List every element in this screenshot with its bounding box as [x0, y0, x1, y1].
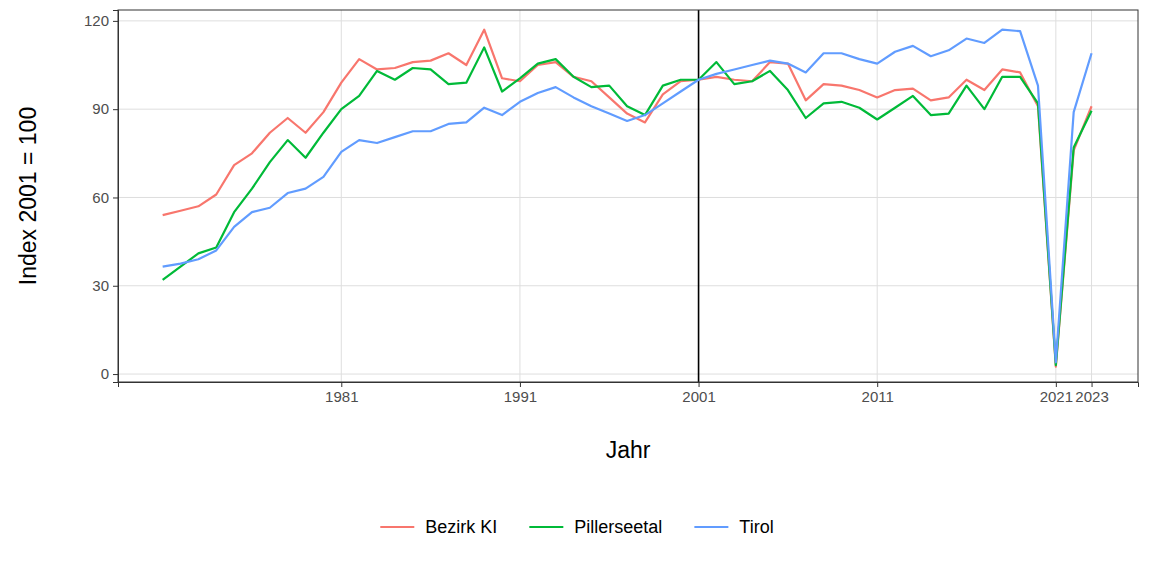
x-axis: 1981 1991 2001 2011 20212023: [119, 382, 1139, 405]
x-axis-title: Jahr: [606, 437, 651, 463]
tick-label: 2011: [862, 388, 894, 405]
legend: Bezirk KI Pillerseetal Tirol: [380, 517, 773, 537]
y-axis-title: Index 2001 = 100: [15, 107, 41, 285]
tick-label: 2001: [682, 388, 715, 405]
tick-mark: [699, 382, 700, 387]
tick-label: 120: [84, 12, 109, 29]
tick-mark: [113, 374, 118, 375]
tick-label: 60: [92, 189, 109, 206]
tick: 2021: [1040, 382, 1073, 405]
tick-label: 2023: [1075, 388, 1108, 405]
tick: 2011: [862, 382, 894, 405]
plot-frame: [118, 10, 1138, 382]
axis-line: [119, 383, 1139, 388]
tick-label: 0: [101, 365, 109, 382]
tick-label: 90: [92, 100, 109, 117]
legend-key: [694, 526, 728, 528]
grid-line: [118, 20, 1138, 21]
tick: 120: [84, 12, 118, 29]
legend-item: Bezirk KI: [380, 517, 497, 537]
tick: 2001: [682, 382, 715, 405]
tick: 1991: [504, 382, 537, 405]
reference-line: [698, 10, 700, 382]
grid-line: [1091, 10, 1092, 382]
tick-label: 1981: [325, 388, 358, 405]
legend-label: Tirol: [739, 517, 773, 537]
grid-line: [519, 10, 520, 382]
legend-label: Pillerseetal: [574, 517, 662, 537]
grid: [118, 10, 1138, 382]
tick-mark: [341, 382, 342, 387]
grid-line: [1055, 10, 1056, 382]
tick-mark: [113, 286, 118, 287]
series-line: [163, 47, 1092, 365]
tick: 30: [92, 277, 118, 294]
chart: 1981 1991 2001 2011 20212023 0 30 60 90 120 Jahr In…: [0, 0, 1152, 576]
tick: 60: [92, 189, 118, 206]
grid-line: [118, 374, 1138, 375]
tick-mark: [1092, 382, 1093, 387]
tick: 90: [92, 100, 118, 117]
legend-key: [529, 526, 563, 528]
tick-mark: [113, 197, 118, 198]
tick-mark: [520, 382, 521, 387]
axis-line: [113, 11, 119, 383]
tick: 1981: [325, 382, 358, 405]
data-lines: [163, 10, 1092, 382]
legend-key: [380, 526, 414, 528]
grid-line: [118, 197, 1138, 198]
tick-mark: [113, 109, 118, 110]
grid-line: [698, 10, 699, 382]
grid-line: [877, 10, 878, 382]
legend-item: Tirol: [694, 517, 773, 537]
grid-line: [341, 10, 342, 382]
tick-mark: [877, 382, 878, 387]
tick: 0: [101, 365, 118, 382]
y-axis: 0 30 60 90 120: [84, 11, 119, 383]
tick-label: 2021: [1040, 388, 1073, 405]
legend-label: Bezirk KI: [425, 517, 497, 537]
tick-label: 30: [92, 277, 109, 294]
series-line: [163, 30, 1092, 363]
legend-item: Pillerseetal: [529, 517, 662, 537]
tick: 2023: [1075, 382, 1108, 405]
tick-label: 1991: [504, 388, 537, 405]
grid-line: [118, 285, 1138, 286]
tick-mark: [1056, 382, 1057, 387]
plot: 1981 1991 2001 2011 20212023 0 30 60 90 120: [84, 10, 1139, 405]
series-line: [163, 30, 1092, 367]
tick-mark: [113, 21, 118, 22]
